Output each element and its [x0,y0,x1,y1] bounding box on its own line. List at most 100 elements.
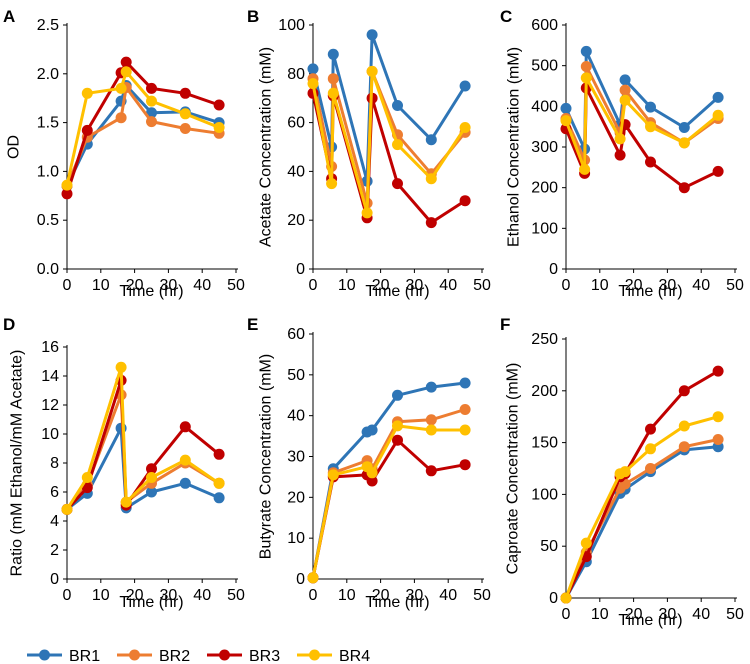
data-point-br4-e [327,469,339,481]
x-tick-label-a: 30 [160,277,178,294]
data-point-br4-c [619,94,631,106]
data-point-br1-c [580,45,592,57]
x-tick-label-d: 50 [227,587,245,604]
data-point-br4-b [392,139,403,151]
series-br4-e [307,420,471,584]
y-tick-label-b: 40 [287,163,305,180]
legend-label-br1: BR1 [69,648,100,664]
data-point-br1-d [213,492,225,504]
x-tick-label-d: 10 [92,587,110,604]
data-point-br4-a [120,66,132,78]
legend-entry-br1: BR1 [27,648,100,664]
data-point-br4-d [81,472,93,483]
x-axis-title-f: Time (hr) [618,612,682,629]
data-point-br3-d [81,482,93,494]
data-point-br3-a [146,82,157,94]
data-point-br1-e [392,389,403,401]
x-axis-title-b: Time (hr) [365,283,429,300]
data-point-br3-a [61,188,73,200]
legend-label-br4: BR4 [339,648,370,664]
y-tick-label-e: 60 [287,326,305,343]
x-tick-label-d: 20 [126,587,144,604]
y-tick-label-d: 4 [50,513,59,530]
y-axis-title-e: Butyrate Concentration (mM) [258,354,275,559]
data-point-br2-f [678,441,690,453]
data-point-br1-b [392,100,403,111]
y-tick-label-b: 100 [278,17,305,34]
y-tick-label-f: 100 [531,486,558,503]
y-tick-label-b: 0 [296,261,305,278]
data-point-br3-b [392,178,403,190]
y-axis-title-b: Acetate Concentration (mM) [258,47,275,247]
data-point-br1-b [459,80,471,92]
data-point-br1-d [179,477,191,489]
data-point-br4-f [619,466,631,478]
x-tick-label-b: 30 [406,277,424,294]
x-tick-label-c: 30 [659,277,677,294]
data-point-br3-d [146,463,157,475]
x-tick-label-b: 10 [338,277,356,294]
legend-entry-br2: BR2 [117,648,190,664]
data-point-br4-a [61,179,73,191]
y-tick-label-d: 14 [41,368,59,385]
y-tick-label-c: 200 [531,180,558,197]
data-point-br1-e [366,424,378,436]
data-point-br3-c [678,182,690,194]
data-point-br3-c [712,165,724,177]
y-tick-label-c: 100 [531,220,558,237]
data-point-br1-c [619,74,631,86]
data-point-br4-c [712,109,724,121]
data-point-br3-f [678,385,690,397]
y-tick-label-d: 10 [41,426,59,443]
x-axis-title-a: Time (hr) [119,283,183,300]
data-point-br1-e [425,381,437,393]
legend: BR1 BR2 BR3 BR4 [27,648,370,664]
chart-panel-e: E 0 10 20 30 40 50 60 0 10 20 30 40 50 Time (hr) Butyra… [247,315,491,611]
data-point-br1-c [712,91,724,103]
y-tick-label-c: 500 [531,58,558,75]
data-point-br4-a [115,82,127,94]
y-tick-label-a: 2.0 [37,66,59,83]
data-point-br3-a [120,56,132,68]
legend-marker-br4 [309,649,320,661]
data-point-br4-b [425,173,437,185]
x-tick-label-c: 50 [726,277,744,294]
x-tick-label-f: 50 [726,606,744,623]
y-tick-label-e: 50 [287,367,305,384]
y-tick-label-d: 0 [50,571,59,588]
y-tick-label-e: 40 [287,408,305,425]
data-point-br1-c [645,101,656,113]
data-point-br4-e [366,467,378,479]
y-tick-label-b: 80 [287,66,305,83]
data-point-br4-d [179,454,191,466]
x-tick-label-f: 10 [591,606,609,623]
y-tick-label-c: 300 [531,139,558,156]
y-tick-label-b: 60 [287,115,305,132]
data-point-br2-c [619,84,631,96]
data-point-br3-e [425,465,437,477]
chart-panel-a: A 0.0 0.5 1.0 1.5 2.0 2.5 0 10 20 30 40 50 Time (hr) O… [3,7,245,300]
data-point-br2-f [645,463,656,474]
data-point-br4-c [645,121,656,133]
x-tick-label-b: 40 [439,277,457,294]
chart-panel-b: B 0 20 40 60 80 100 0 10 20 30 40 50 Time (hr) Acetate… [247,7,491,300]
data-point-br2-a [146,116,157,128]
data-point-br3-c [614,149,626,161]
data-point-br4-a [213,122,225,133]
y-axis-title-c: Ethanol Concentration (mM) [506,47,523,247]
x-tick-label-c: 0 [562,277,571,294]
data-point-br1-d [146,486,157,498]
y-tick-label-d: 12 [41,397,59,414]
data-point-br3-d [179,421,191,433]
legend-entry-br3: BR3 [207,648,280,664]
y-tick-label-e: 0 [296,571,305,588]
x-tick-label-a: 40 [193,277,211,294]
series-line-br4-e [311,424,466,579]
data-point-br3-b [425,217,437,229]
y-tick-label-b: 20 [287,212,305,229]
y-tick-label-a: 1.0 [37,163,59,180]
data-point-br4-f [678,420,690,432]
x-tick-label-e: 50 [473,587,491,604]
data-point-br2-a [179,123,191,134]
series-line-br4-c [564,76,720,171]
